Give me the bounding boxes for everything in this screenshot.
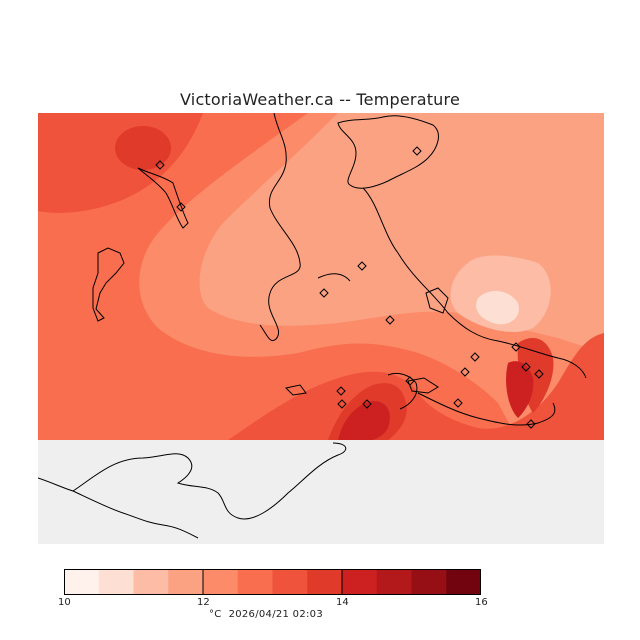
diamond-icon (319, 288, 329, 298)
diamond-icon (526, 419, 536, 429)
colorbar-swatch (446, 569, 481, 595)
diamond-icon (337, 399, 347, 409)
station-markers (155, 146, 544, 429)
colorbar-swatch (168, 569, 204, 595)
map-title: VictoriaWeather.ca -- Temperature (180, 90, 460, 109)
colorbar-swatch (376, 569, 412, 595)
colorbar-tick-label: 16 (475, 597, 488, 608)
diamond-icon (405, 376, 415, 386)
diamond-icon (357, 261, 367, 271)
timestamp: 2026/04/21 02:03 (228, 609, 323, 620)
diamond-icon (511, 342, 521, 352)
diamond-icon (155, 160, 165, 170)
diamond-icon (385, 315, 395, 325)
contour-fill (38, 113, 604, 544)
diamond-icon (470, 352, 480, 362)
colorbar (64, 569, 481, 595)
diamond-icon (453, 398, 463, 408)
diamond-icon (176, 202, 186, 212)
colorbar-swatch (272, 569, 308, 595)
colorbar-swatch (307, 569, 343, 595)
temperature-map (38, 113, 604, 544)
colorbar-swatch (133, 569, 169, 595)
diamond-icon (336, 386, 346, 396)
units-label: °C (209, 609, 222, 620)
coastline (38, 113, 587, 539)
diamond-icon (534, 369, 544, 379)
diamond-icon (460, 367, 470, 377)
colorbar-tick-label: 10 (58, 597, 71, 608)
diamond-icon (362, 399, 372, 409)
colorbar-tick-label: 14 (336, 597, 349, 608)
footer-caption: °C 2026/04/21 02:03 (209, 609, 323, 620)
colorbar-swatch (342, 569, 378, 595)
colorbar-tick-label: 12 (197, 597, 210, 608)
colorbar-swatch (237, 569, 273, 595)
colorbar-swatch (98, 569, 134, 595)
colorbar-swatch (411, 569, 447, 595)
colorbar-swatch (64, 569, 100, 595)
diamond-icon (412, 146, 422, 156)
diamond-icon (521, 362, 531, 372)
colorbar-swatch (203, 569, 239, 595)
